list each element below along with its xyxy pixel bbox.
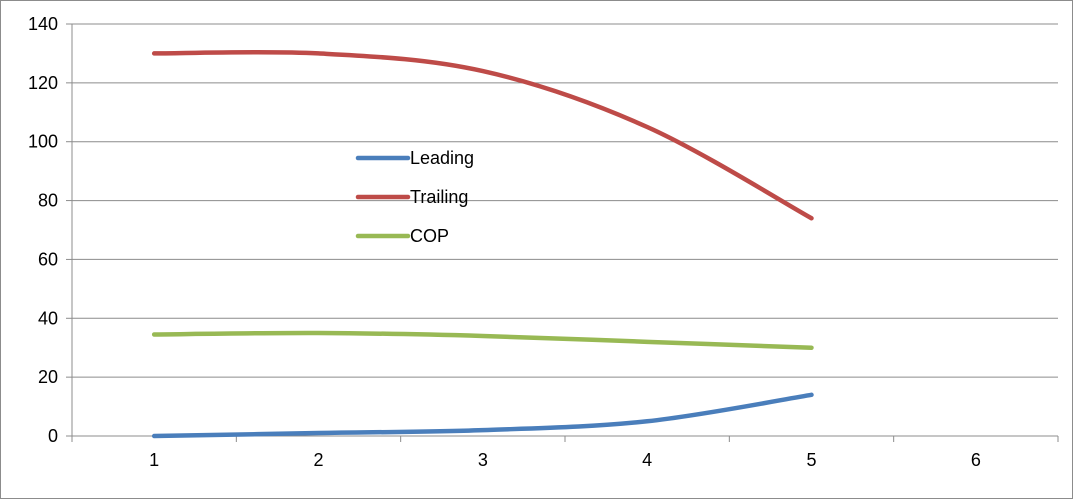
series-line-leading — [151, 392, 814, 439]
y-tick-label: 100 — [28, 132, 58, 152]
y-tick-label: 60 — [38, 249, 58, 269]
legend-label-cop: COP — [410, 226, 449, 246]
legend-label-leading: Leading — [410, 148, 474, 168]
y-tick-label: 80 — [38, 191, 58, 211]
y-tick-label: 40 — [38, 308, 58, 328]
x-tick-label: 2 — [313, 450, 323, 470]
y-tick-label: 140 — [28, 14, 58, 34]
x-tick-label: 1 — [149, 450, 159, 470]
legend-label-trailing: Trailing — [410, 187, 468, 207]
x-tick-label: 5 — [806, 450, 816, 470]
series-line-cop — [151, 330, 814, 350]
legend: Leading Trailing COP — [355, 148, 474, 246]
y-tick-label: 0 — [48, 426, 58, 446]
grid-layer — [72, 23, 1058, 378]
series-line-trailing — [151, 49, 814, 221]
series-layer — [151, 49, 814, 439]
x-tick-label: 6 — [971, 450, 981, 470]
axis-layer: 0 20 40 60 80 100 120 140 1 2 3 4 5 6 — [28, 14, 1059, 470]
x-tick-label: 3 — [478, 450, 488, 470]
y-tick-label: 120 — [28, 73, 58, 93]
x-tick-label: 4 — [642, 450, 652, 470]
y-tick-label: 20 — [38, 367, 58, 387]
